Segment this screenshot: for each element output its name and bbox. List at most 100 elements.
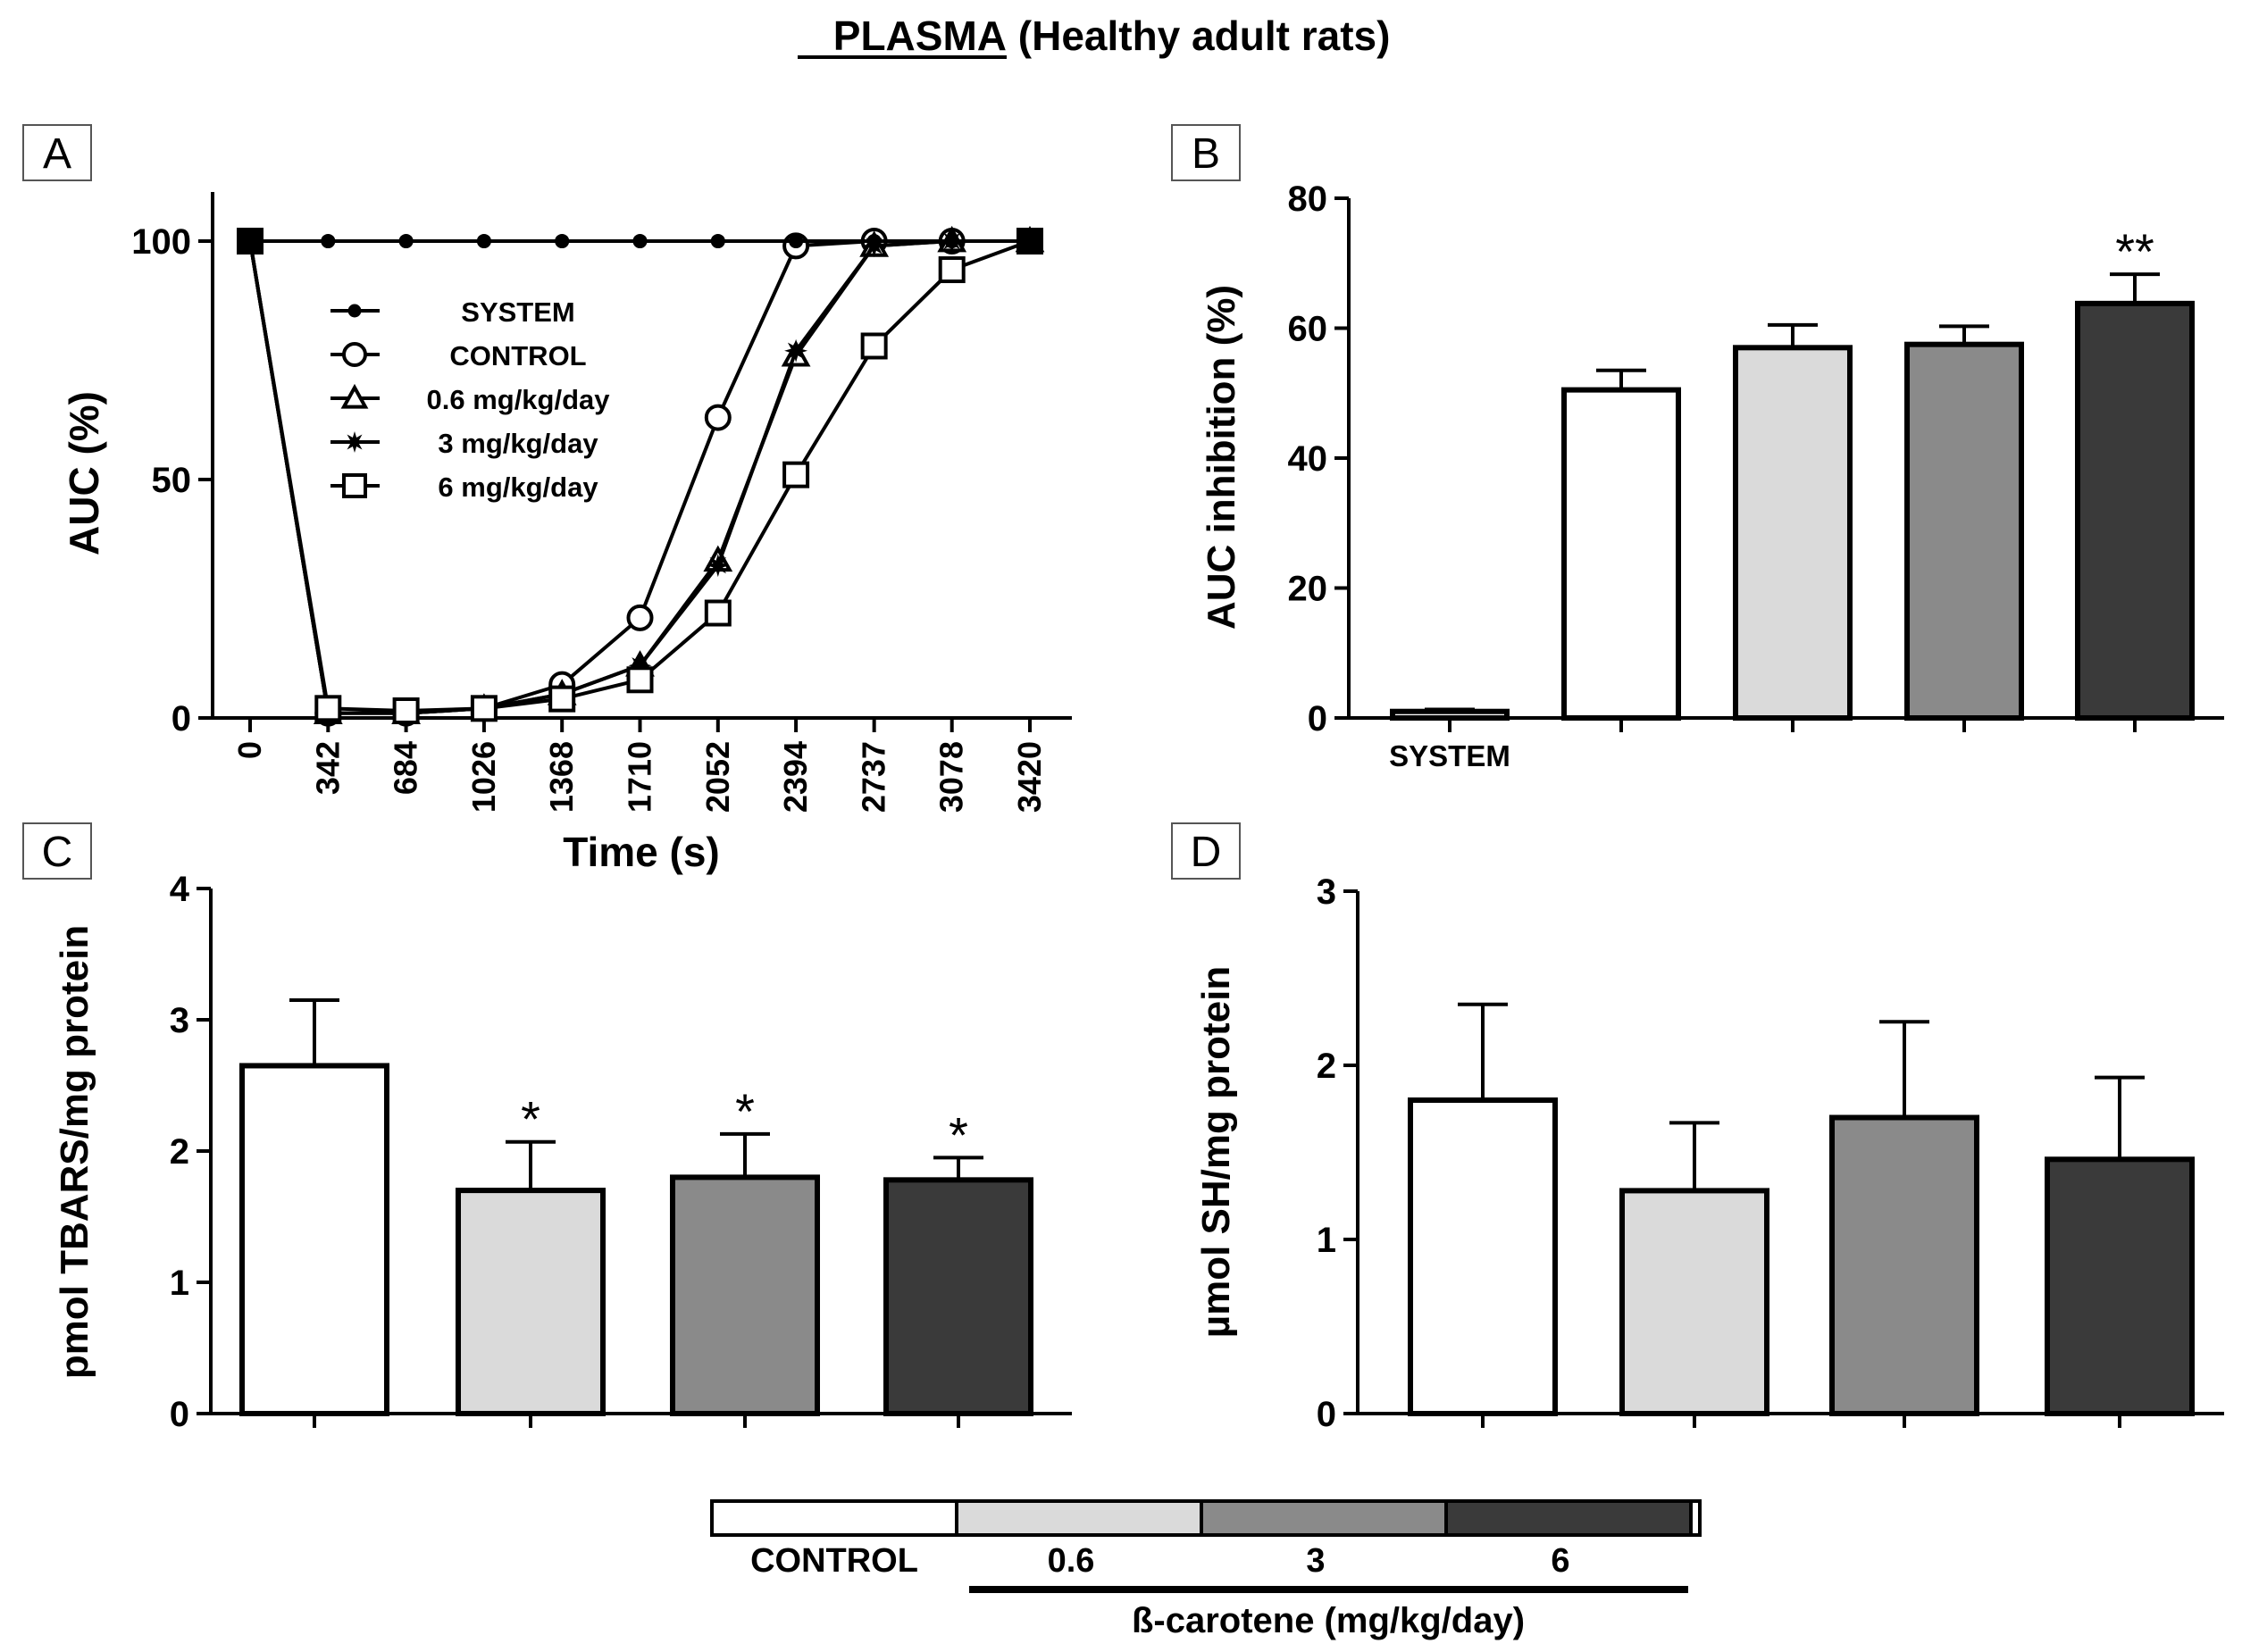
- panel-b: B 0 20 40 60 80 AUC inhibition (%) SYSTEM **: [1171, 124, 2224, 772]
- legend-label: SYSTEM: [461, 296, 574, 328]
- series-point: [321, 233, 336, 249]
- key-swatch: [710, 1499, 958, 1537]
- series-point: [237, 228, 264, 254]
- panel-d: D 0 1 2 3 µmol SH/mg protein: [1171, 822, 2224, 1434]
- panel-label-box: [1171, 124, 1241, 181]
- x-tick-label: 2052: [699, 741, 736, 813]
- series-point: [944, 233, 959, 249]
- legend-label: CONTROL: [449, 340, 586, 371]
- legend-label: 3 mg/kg/day: [438, 428, 598, 459]
- bar: [1408, 1097, 1558, 1416]
- x-tick-label: 684: [388, 741, 424, 795]
- bar: [1904, 341, 2024, 721]
- y-tick-label: 20: [1288, 570, 1328, 609]
- series-point: [704, 404, 732, 431]
- y-tick-label: 1: [1317, 1221, 1336, 1260]
- y-tick-label: 40: [1288, 439, 1328, 479]
- key-swatch: [1200, 1499, 1448, 1537]
- key-group-label: ß-carotene (mg/kg/day): [1132, 1601, 1525, 1640]
- y-tick-label: 50: [152, 461, 192, 500]
- significance-marker: *: [521, 1091, 540, 1147]
- series-point: [782, 461, 810, 488]
- y-tick-label: 1: [170, 1264, 189, 1303]
- bar: [239, 1063, 389, 1416]
- panel-a: A 0 50 100 0 342 684 1026 1368 1710 2052 2394 2737 30…: [22, 124, 1072, 875]
- x-tick-label: 2394: [777, 741, 814, 813]
- bar: [2075, 300, 2195, 721]
- y-tick-label: 100: [131, 222, 191, 262]
- x-tick-label: 1710: [622, 741, 658, 813]
- key-label: CONTROL: [750, 1542, 918, 1580]
- y-tick-label: 3: [1317, 872, 1336, 912]
- y-tick-label: 0: [1308, 699, 1327, 738]
- key-border: [710, 1499, 1702, 1537]
- panel-label: D: [1191, 829, 1222, 876]
- series-point: [626, 604, 654, 631]
- y-tick-label: 2: [170, 1132, 189, 1172]
- panel-label-box: [1171, 822, 1241, 880]
- y-axis-title: AUC (%): [61, 391, 107, 555]
- x-tick-label: 2737: [856, 741, 892, 813]
- panel-label-box: [22, 822, 92, 880]
- x-tick-label: 1368: [543, 741, 580, 813]
- panel-label: B: [1192, 130, 1220, 178]
- title-rest: (Healthy adult rats): [1007, 13, 1390, 59]
- significance-marker: *: [949, 1106, 968, 1163]
- series-point: [555, 233, 570, 249]
- series-point: [626, 666, 654, 694]
- bar: [2045, 1156, 2195, 1417]
- y-tick-label: 0: [170, 1395, 189, 1434]
- x-tick-label: 342: [309, 741, 346, 795]
- panel-label-box: [22, 124, 92, 181]
- y-tick-label: 0: [1317, 1395, 1336, 1434]
- x-tick-label: 3420: [1011, 741, 1048, 813]
- x-axis-title: Time (s): [563, 829, 720, 875]
- y-tick-label: 4: [170, 870, 190, 909]
- legend-marker: [347, 304, 362, 318]
- series-point: [470, 695, 498, 722]
- series-point: [860, 332, 888, 360]
- key-label: 6: [1551, 1542, 1569, 1580]
- legend-marker: [342, 342, 367, 367]
- series-point: [392, 697, 420, 724]
- series-point: [314, 695, 342, 722]
- y-tick-label: 0: [171, 699, 191, 738]
- y-tick-label: 80: [1288, 179, 1328, 219]
- figure-title: PLASMA (Healthy adult rats): [798, 13, 1390, 59]
- series-point: [866, 233, 882, 249]
- y-axis-title: pmol TBARS/mg protein: [53, 925, 96, 1379]
- y-axis-title: µmol SH/mg protein: [1194, 966, 1238, 1338]
- panel-c: C 0 1 2 3 4 pmol TBARS/mg protein * * *: [22, 822, 1072, 1434]
- series-point: [938, 256, 966, 284]
- series-point: [710, 233, 725, 249]
- bar: [1561, 387, 1681, 721]
- series-point: [706, 554, 730, 578]
- key-label: 0.6: [1048, 1542, 1095, 1580]
- x-tick-label: SYSTEM: [1389, 739, 1510, 772]
- y-tick-label: 2: [1317, 1047, 1336, 1086]
- series-point: [784, 338, 808, 363]
- bar: [883, 1177, 1033, 1416]
- legend-marker: [340, 383, 369, 409]
- key-swatch: [1444, 1499, 1693, 1537]
- series-point: [398, 233, 414, 249]
- y-tick-label: 3: [170, 1001, 189, 1040]
- bar: [456, 1188, 606, 1416]
- series-point: [1022, 233, 1038, 249]
- dose-key: CONTROL 0.6 3 6 ß-carotene (mg/kg/day): [710, 1499, 1702, 1640]
- x-tick-label: 1026: [465, 741, 502, 813]
- y-tick-label: 60: [1288, 310, 1328, 349]
- panel-label: C: [42, 829, 73, 876]
- series-0: [237, 228, 1038, 254]
- series-point: [789, 233, 804, 249]
- legend-marker: [344, 431, 365, 453]
- x-tick-label: 3078: [933, 741, 970, 813]
- series-point: [632, 233, 648, 249]
- key-label: 3: [1306, 1542, 1325, 1580]
- bar: [1390, 708, 1510, 721]
- series-point: [704, 599, 732, 627]
- legend: SYSTEM CONTROL 0.6 mg/kg/day 3 mg/kg/day 6 m…: [330, 296, 610, 503]
- bar: [1619, 1188, 1769, 1417]
- bar: [1733, 345, 1853, 721]
